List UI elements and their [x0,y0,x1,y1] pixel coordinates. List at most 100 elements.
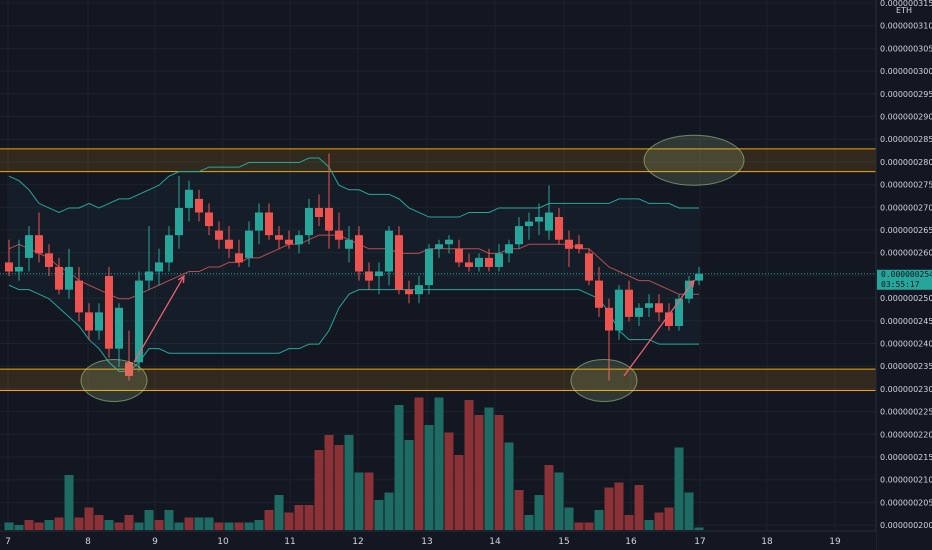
candle-body [525,221,533,227]
candle [255,203,263,245]
candle [545,185,553,240]
volume-bar [174,522,184,530]
candle-body [155,262,163,272]
candle [365,262,373,290]
candle [405,280,413,304]
volume-bar [234,522,244,530]
arrow-line [133,275,185,363]
time-tick-label: 17 [694,537,705,547]
candle-body [555,217,563,240]
zone-fill [0,148,876,172]
volume-bar [274,495,284,530]
volume-bar [644,520,654,530]
candle-body [565,239,573,249]
candle [225,226,233,258]
volume-bar [574,522,584,530]
candle-body [35,235,43,254]
candlesticks [5,153,703,381]
time-tick-label: 10 [217,537,229,547]
candle-body [385,230,393,272]
price-tick-label: 0.0000002000 [880,521,932,530]
candle [445,235,453,254]
candle [505,239,513,263]
volume-bar [474,415,484,530]
candle-body [5,262,13,272]
candle [155,248,163,286]
volume-bar [294,505,304,530]
candle [285,230,293,249]
candle-body [275,235,283,240]
candle-body [235,253,243,263]
candle [395,226,403,295]
volume-bar [44,520,54,530]
volume-bar [154,520,164,530]
time-axis: 7 8 9 10 11 12 13 14 15 16 17 18 19 [0,530,876,550]
volume-bar [484,407,494,530]
volume-bars [4,397,704,530]
candle-body [465,262,473,267]
volume-bar [4,522,14,530]
candle [645,294,653,317]
ellipse-marker [570,358,638,402]
volume-bar [94,515,104,530]
candle [495,244,503,272]
volume-bar [64,475,74,530]
candle [355,226,363,281]
candle [275,226,283,249]
candle [55,257,63,295]
candle [135,271,143,372]
candle [335,212,343,249]
volume-bar [564,507,574,530]
candle-body [405,289,413,295]
candle [115,303,123,367]
time-tick-label: 14 [489,537,501,547]
arrow-head [177,274,185,284]
zone-fill [0,369,876,391]
candle-body [595,280,603,308]
candle-body [355,235,363,272]
candle-body [285,239,293,245]
candle-body [535,217,543,222]
candle-body [85,312,93,331]
candle-body [435,244,443,249]
candle-body [605,307,613,331]
volume-bar [74,517,84,530]
candle [265,203,273,240]
candle [175,176,183,249]
time-tick-label: 16 [625,537,637,547]
time-tick-label: 9 [152,537,158,547]
candle-body [395,235,403,290]
candle [675,294,683,331]
candle-body [425,248,433,286]
candle-body [685,280,693,299]
volume-bar [504,442,514,530]
candle [215,221,223,249]
candle-body [505,244,513,254]
ellipse-marker [80,358,148,402]
time-tick-label: 15 [558,537,569,547]
candle-body [315,207,323,218]
candle-body [695,273,703,281]
volume-bar [464,400,474,530]
candle [5,239,13,277]
candle [555,207,563,245]
candle-body [135,280,143,363]
candle-body [195,198,203,213]
volume-bar [664,507,674,530]
volume-bar [244,522,254,530]
candle-body [95,312,103,331]
candle-body [185,189,193,208]
svg-text:0.0000002549: 0.0000002549 [881,270,932,279]
volume-bar [624,515,634,530]
candle-body [455,248,463,263]
